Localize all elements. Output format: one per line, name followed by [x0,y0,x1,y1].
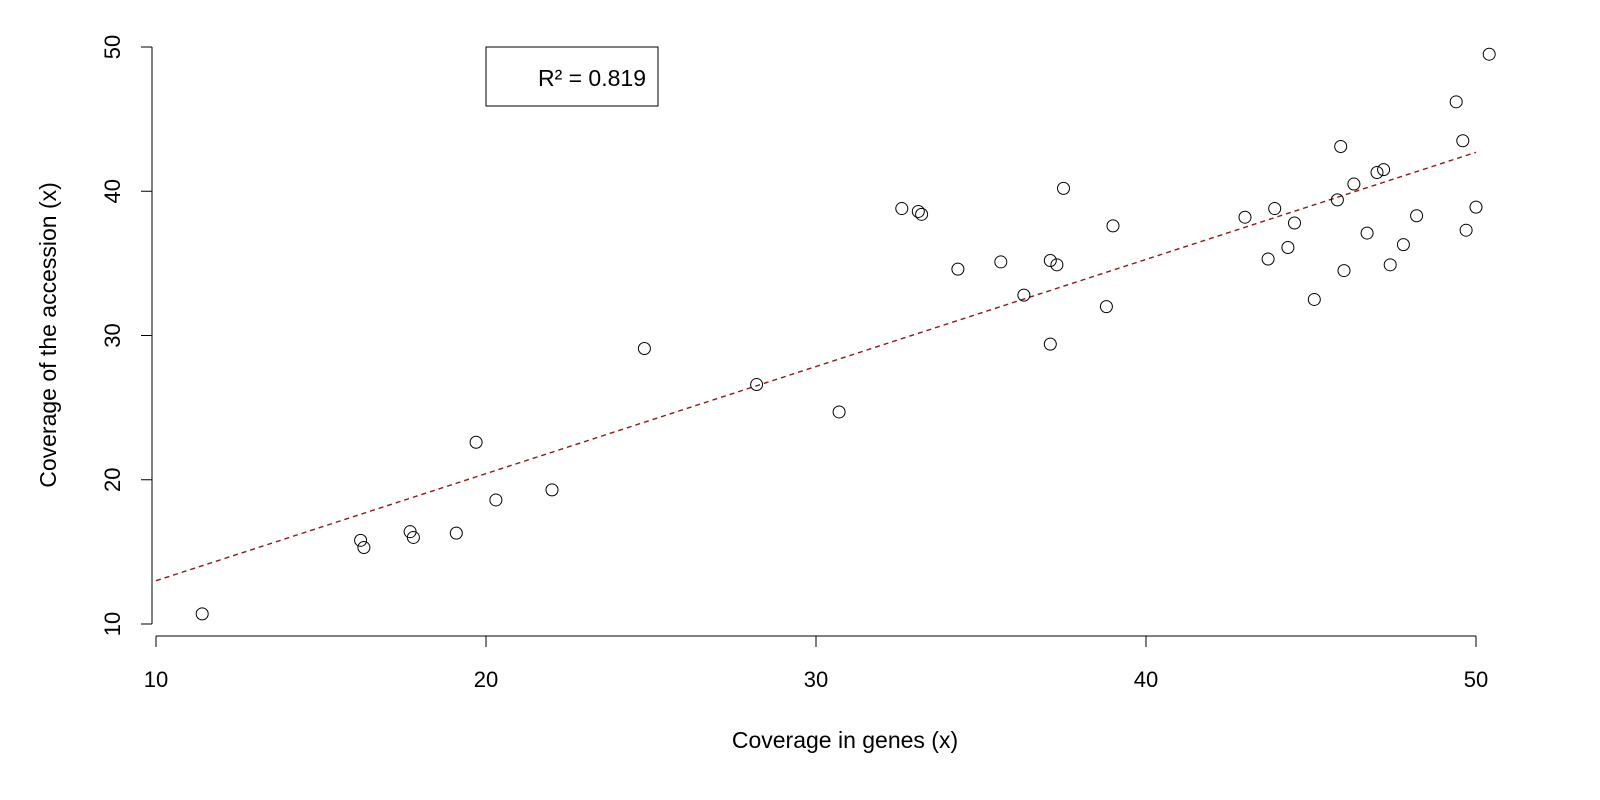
data-point [1370,165,1384,179]
data-point [449,526,463,540]
data-point [1288,216,1301,230]
regression-line [155,151,1477,582]
x-tick-label: 10 [144,667,168,692]
r-squared-legend: R² = 0.819 [485,46,659,107]
data-point [489,493,503,507]
data-point [1106,219,1120,233]
data-point [1238,210,1252,224]
y-tick-label: 50 [100,35,125,59]
data-point [750,378,764,392]
legend-text: R² = 0.819 [538,65,646,91]
data-point [1281,241,1295,255]
x-tick-label: 50 [1464,667,1488,692]
data-point [1377,163,1391,177]
data-point [1482,47,1496,61]
data-point [545,483,559,497]
data-point [1050,258,1064,272]
x-axis: 10 20 30 40 50 [144,635,1488,692]
x-axis-title: Coverage in genes (x) [732,727,958,753]
data-point [1043,253,1057,267]
data-point [1261,252,1275,266]
data-point [1410,209,1424,223]
data-point [195,607,209,621]
y-tick-label: 30 [100,323,125,347]
data-point [1330,193,1344,207]
data-point [469,435,483,449]
data-point [1099,300,1113,314]
data-point [1469,200,1483,214]
legend-box [485,46,659,107]
data-point [1017,288,1031,302]
data-point [1057,181,1070,195]
data-point [1449,95,1463,109]
y-axis: 10 20 30 40 50 [100,35,153,636]
data-point [951,262,965,276]
data-point [1396,238,1410,252]
x-tick-label: 30 [804,667,828,692]
data-point [895,202,909,216]
x-tick-label: 20 [474,667,498,692]
data-point [915,207,929,221]
data-point [354,533,368,547]
data-point [1383,258,1397,272]
data-point [1456,134,1470,148]
data-point [1334,140,1348,154]
data-point [637,341,651,355]
data-point [1268,202,1282,216]
data-point [911,204,925,218]
data-point [1043,337,1057,351]
fit-line-layer [155,151,1477,582]
data-point [994,255,1008,269]
x-tick-label: 40 [1134,667,1158,692]
data-point [357,541,371,555]
y-tick-label: 20 [100,468,125,492]
data-point [1459,223,1473,237]
y-tick-label: 40 [100,179,125,203]
y-axis-title: Coverage of the accession (x) [35,182,61,488]
points-layer [195,47,1496,621]
data-point [1307,292,1321,306]
data-point [406,530,420,544]
data-point [1360,226,1374,240]
y-tick-label: 10 [100,612,125,636]
data-point [1347,177,1361,191]
data-point [832,405,846,419]
data-point [1337,264,1351,278]
